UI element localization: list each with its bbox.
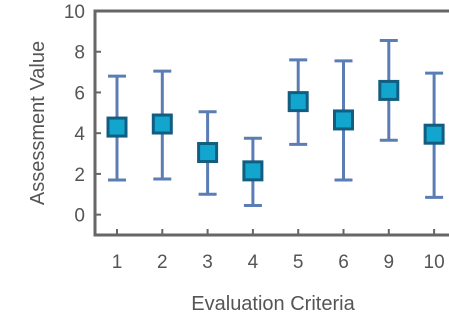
x-tick-label: 10 bbox=[424, 252, 445, 273]
data-markers bbox=[106, 79, 445, 182]
y-tick-label: 2 bbox=[74, 165, 85, 186]
data-point-marker bbox=[242, 160, 264, 182]
data-point-marker bbox=[197, 142, 219, 164]
y-tick-label: 10 bbox=[64, 2, 85, 23]
x-tick-labels: 1 2 3 4 5 6 9 10 bbox=[112, 252, 445, 273]
data-point-marker bbox=[106, 116, 128, 138]
data-point-marker bbox=[423, 123, 445, 145]
x-tick-label: 9 bbox=[384, 252, 395, 273]
data-point-marker bbox=[378, 79, 400, 101]
x-tick-label: 2 bbox=[157, 252, 168, 273]
y-tick-label: 6 bbox=[74, 83, 85, 104]
y-tick-label: 4 bbox=[74, 124, 85, 145]
y-tick-label: 8 bbox=[74, 43, 85, 64]
x-tick-label: 4 bbox=[248, 252, 259, 273]
data-point-marker bbox=[287, 91, 309, 113]
axes bbox=[93, 9, 449, 237]
x-tick-label: 6 bbox=[338, 252, 349, 273]
data-point-marker bbox=[333, 109, 354, 131]
y-tick-label: 0 bbox=[74, 206, 85, 227]
x-tick-label: 3 bbox=[202, 252, 213, 273]
x-tick-label: 5 bbox=[293, 252, 304, 273]
x-tick-label: 1 bbox=[112, 252, 123, 273]
y-tick-labels: 0 2 4 6 8 10 bbox=[64, 2, 86, 227]
data-point-marker bbox=[151, 113, 173, 135]
x-axis-label: Evaluation Criteria bbox=[191, 293, 355, 315]
y-axis-label: Assessment Value bbox=[27, 41, 49, 205]
